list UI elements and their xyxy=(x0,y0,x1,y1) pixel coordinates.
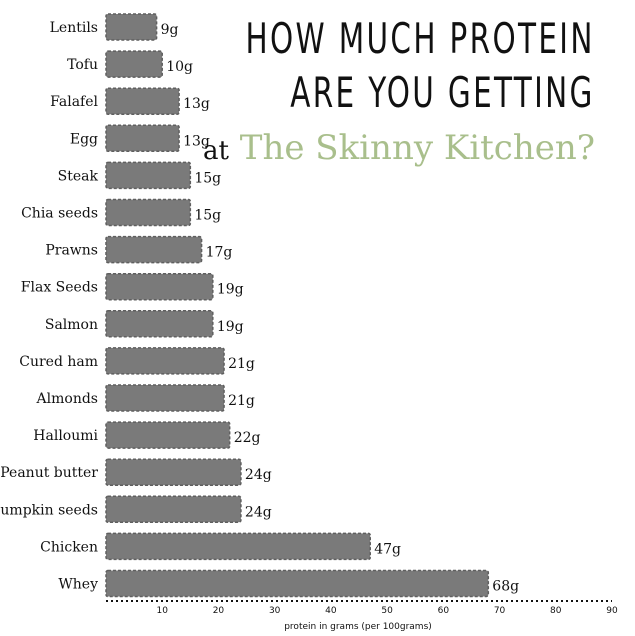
category-label: Peanut butter xyxy=(0,465,98,481)
category-label: Chicken xyxy=(40,539,98,555)
x-tick-label: 50 xyxy=(381,606,393,616)
category-label: Halloumi xyxy=(33,428,98,444)
bar-7 xyxy=(105,235,203,264)
category-label: Flax Seeds xyxy=(21,280,98,296)
bar-5 xyxy=(105,161,192,190)
bar-16 xyxy=(105,569,490,598)
subtitle-question-mark: ? xyxy=(576,128,595,168)
category-label: Falafel xyxy=(50,94,98,110)
value-label: 10g xyxy=(166,59,193,75)
value-label: 24g xyxy=(245,504,272,520)
value-label: 24g xyxy=(245,467,272,483)
category-label: Prawns xyxy=(45,243,98,259)
title-line-1: HOW MUCH PROTEIN xyxy=(245,14,595,63)
x-tick-label: 90 xyxy=(606,606,618,616)
value-label: 13g xyxy=(183,133,210,149)
category-label: Tofu xyxy=(67,57,98,73)
value-label: 17g xyxy=(206,245,233,261)
category-label: Steak xyxy=(58,168,99,184)
value-label: 22g xyxy=(234,430,261,446)
category-label: Almonds xyxy=(36,391,98,407)
value-label: 21g xyxy=(228,393,255,409)
value-label: 47g xyxy=(374,541,401,557)
chart-subtitle: at The Skinny Kitchen? xyxy=(147,128,595,171)
bar-8 xyxy=(105,272,214,301)
bar-10 xyxy=(105,347,225,375)
bar-3 xyxy=(105,87,180,115)
x-tick-label: 20 xyxy=(213,606,225,616)
x-tick-label: 80 xyxy=(550,606,562,616)
category-label: Chia seeds xyxy=(21,206,98,222)
x-tick-label: 60 xyxy=(438,606,450,616)
value-label: 68g xyxy=(492,579,519,595)
bar-11 xyxy=(105,384,225,412)
bar-12 xyxy=(105,421,231,449)
chart-title: HOW MUCH PROTEIN ARE YOU GETTING at The … xyxy=(147,12,595,171)
bar-1 xyxy=(105,13,158,41)
value-label: 13g xyxy=(183,96,210,112)
x-tick-label: 40 xyxy=(325,606,337,616)
bar-2 xyxy=(105,50,163,78)
category-label: Lentils xyxy=(50,20,98,36)
bar-9 xyxy=(105,310,214,338)
category-label: Cured ham xyxy=(19,354,98,370)
bar-15 xyxy=(105,532,371,561)
value-label: 21g xyxy=(228,356,255,372)
value-label: 19g xyxy=(217,282,244,298)
category-label: Egg xyxy=(70,131,98,147)
category-label: Whey xyxy=(58,577,98,593)
category-label: Pumpkin seeds xyxy=(0,502,98,518)
value-label: 15g xyxy=(194,170,221,186)
value-label: 9g xyxy=(161,22,179,38)
bar-4 xyxy=(105,124,180,153)
bar-13 xyxy=(105,458,242,486)
x-tick-label: 70 xyxy=(494,606,506,616)
subtitle-at: at xyxy=(203,136,229,166)
brand-name: The Skinny Kitchen xyxy=(239,128,577,168)
x-tick-label: 30 xyxy=(269,606,281,616)
bar-6 xyxy=(105,198,192,227)
title-line-2: ARE YOU GETTING xyxy=(290,68,595,117)
category-label: Salmon xyxy=(45,317,98,333)
x-tick-label: 10 xyxy=(156,606,168,616)
bar-14 xyxy=(105,495,242,524)
value-label: 19g xyxy=(217,319,244,335)
value-label: 15g xyxy=(194,208,221,224)
x-axis-label: protein in grams (per 100grams) xyxy=(284,622,432,632)
